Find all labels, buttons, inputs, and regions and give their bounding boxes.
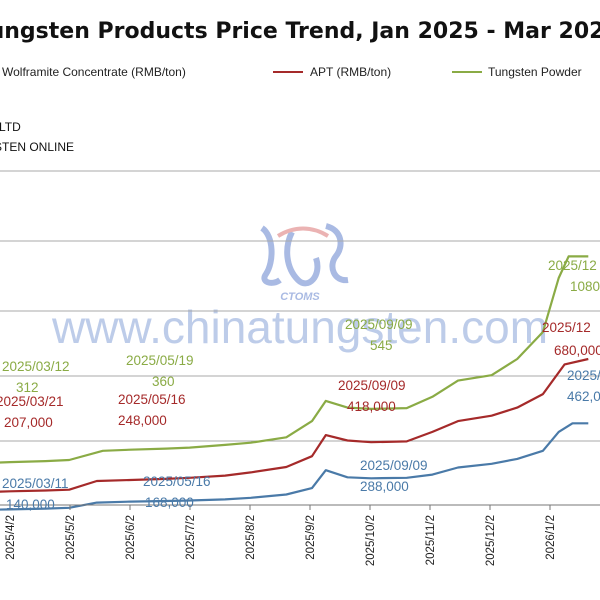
- data-label-value-apt: 680,000: [554, 343, 600, 358]
- x-tick-label: 2025/12/2: [485, 515, 497, 566]
- x-tick-label: 2025/5/2: [65, 515, 77, 560]
- x-tick-label: 2025/4/2: [5, 515, 17, 560]
- data-label-value-powder: 1080: [570, 279, 600, 294]
- grid: [0, 170, 600, 442]
- x-tick-label: 2026/1/2: [545, 515, 557, 560]
- legend-label-powder: Tungsten Powder: [488, 65, 582, 79]
- data-label-value-wolframite: 168,000: [145, 495, 194, 510]
- watermark: CTOMS: [259, 223, 349, 303]
- x-tick-label: 2025/11/2: [425, 515, 437, 565]
- series-line-apt: [0, 357, 589, 493]
- data-label-date-wolframite: 2025/05/16: [143, 474, 211, 489]
- source-line-2: STEN ONLINE: [0, 140, 74, 154]
- data-label-value-apt: 248,000: [118, 413, 167, 428]
- data-labels: 2025/03/11 140,000 2025/05/16 168,000 2025/0…: [0, 258, 600, 512]
- data-label-value-wolframite: 140,000: [6, 497, 55, 512]
- x-tick-label: 2025/6/2: [125, 515, 137, 560]
- data-label-date-powder: 2025/12: [548, 258, 597, 273]
- data-label-date-apt: 2025/05/16: [118, 392, 186, 407]
- watermark-logo: [259, 223, 349, 287]
- x-axis: 2025/4/2 2025/5/2 2025/6/2 2025/7/2 2025/8/2…: [0, 504, 600, 566]
- x-tick-label: 2025/7/2: [185, 515, 197, 560]
- data-label-value-powder: 360: [152, 374, 175, 389]
- legend: Wolframite Concentrate (RMB/ton) APT (RM…: [2, 65, 582, 79]
- series-line-powder: [0, 255, 589, 464]
- series-line-wolframite: [0, 422, 589, 511]
- source-line-1: LTD: [0, 120, 21, 134]
- data-label-date-powder: 2025/09/09: [345, 317, 413, 332]
- x-tick-label: 2025/10/2: [365, 515, 377, 566]
- data-label-value-apt: 418,000: [347, 399, 396, 414]
- series-lines: [0, 255, 589, 511]
- x-tick-label: 2025/8/2: [245, 515, 257, 560]
- data-label-value-powder: 312: [16, 380, 39, 395]
- watermark-logo-text: CTOMS: [280, 291, 320, 303]
- data-label-date-wolframite: 2025/12: [567, 368, 600, 383]
- data-label-date-apt: 2025/12: [542, 320, 591, 335]
- legend-label-apt: APT (RMB/ton): [310, 65, 391, 79]
- data-label-value-wolframite: 462,000: [567, 389, 600, 404]
- data-label-value-apt: 207,000: [4, 415, 53, 430]
- data-label-date-apt: 2025/09/09: [338, 378, 406, 393]
- legend-label-wolframite: Wolframite Concentrate (RMB/ton): [2, 65, 186, 79]
- data-label-date-wolframite: 2025/03/11: [2, 476, 69, 491]
- data-label-date-wolframite: 2025/09/09: [360, 458, 428, 473]
- x-tick-label: 2025/9/2: [305, 515, 317, 560]
- data-label-date-powder: 2025/05/19: [126, 353, 194, 368]
- data-label-date-powder: 2025/03/12: [2, 359, 70, 374]
- data-label-value-powder: 545: [370, 338, 393, 353]
- data-label-date-apt: 2025/03/21: [0, 394, 64, 409]
- chart-title: Tungsten Products Price Trend, Jan 2025 …: [0, 19, 600, 44]
- data-label-value-wolframite: 288,000: [360, 479, 409, 494]
- watermark-text: www.chinatungsten.com: [51, 301, 548, 353]
